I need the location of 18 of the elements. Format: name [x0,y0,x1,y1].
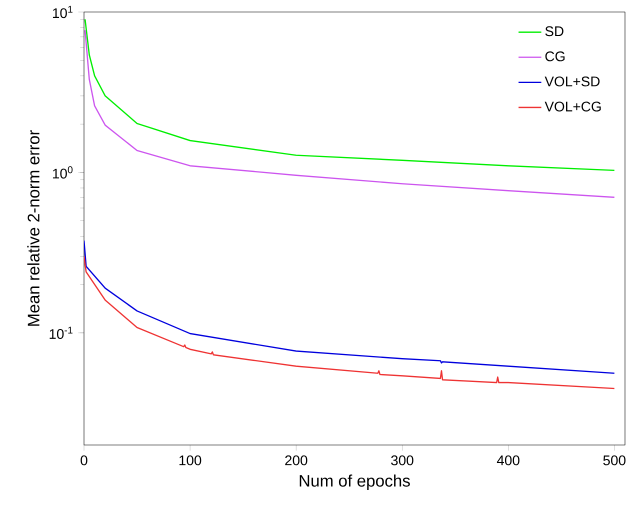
x-tick-label: 200 [285,455,308,466]
x-tick-label: 500 [603,455,626,466]
x-tick-label: 0 [80,455,88,466]
x-tick-label: 300 [391,455,414,466]
legend-label: CG [545,51,565,62]
y-axis-title: Mean relative 2-norm error [27,130,40,326]
legend-label: VOL+SD [544,76,600,86]
x-tick-label: 400 [496,455,520,466]
line-series [84,240,616,374]
line-series [84,256,616,390]
legend-label: SD [545,26,564,36]
line-series [84,18,616,172]
x-tick-label: 100 [179,455,202,466]
legend-label: VOL+CG [544,102,601,112]
x-axis-title: Num of epochs [300,474,410,490]
y-tick-label: 10$^{0}$ [52,166,73,179]
y-tick-label: 10$^{1}$ [52,6,72,18]
y-tick-label: 10$^{-1}$ [50,326,72,339]
